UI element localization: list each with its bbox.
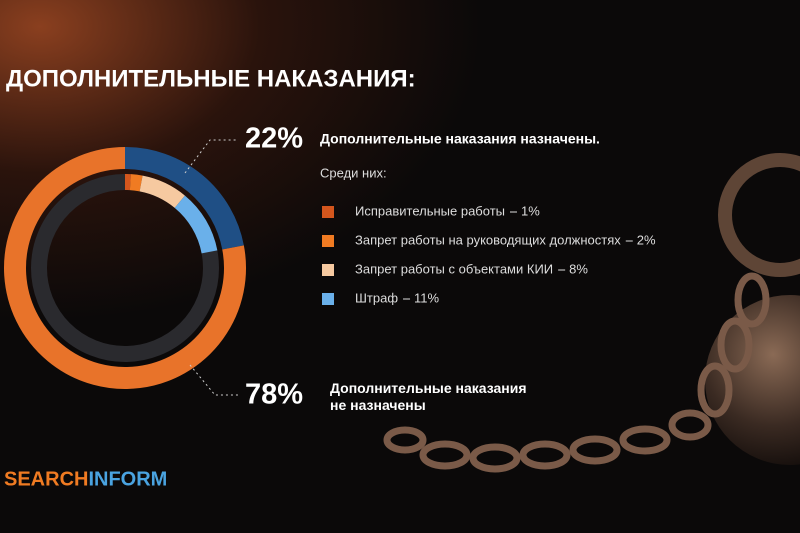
inner-segment <box>129 174 143 192</box>
legend-label: Штраф <box>355 290 398 305</box>
logo-part: INFORM <box>88 468 167 490</box>
inner-segment <box>139 175 185 209</box>
chart-title: ДОПОЛНИТЕЛЬНЫЕ НАКАЗАНИЯ: <box>6 65 416 92</box>
legend-swatch <box>322 293 334 305</box>
value-label: 22% <box>245 123 303 155</box>
legend-value: 2% <box>637 232 656 247</box>
legend-swatch <box>322 235 334 247</box>
legend-value: 11% <box>414 290 439 305</box>
category-label: Дополнительные наказания не назначены <box>330 380 527 413</box>
legend-swatch <box>322 264 334 276</box>
legend-label: Исправительные работы <box>355 203 505 218</box>
connector <box>184 139 238 174</box>
subtitle: Среди них: <box>320 165 387 180</box>
legend-label: Запрет работы с объектами КИИ <box>355 261 553 276</box>
outer-segment <box>124 147 244 250</box>
category-label-box: Дополнительные наказания не назначены <box>330 380 527 413</box>
legend-value: 1% <box>521 203 540 218</box>
logo-part: SEARCH <box>4 468 88 490</box>
chain-illustration <box>383 153 800 473</box>
legend-label: Запрет работы на руководящих должностях <box>355 232 621 247</box>
inner-segment <box>174 195 218 254</box>
legend: Исправительные работы 1% Запрет работы на … <box>322 203 656 305</box>
legend-value: 8% <box>569 261 588 276</box>
donut <box>4 147 246 389</box>
outer-segment <box>4 147 246 389</box>
value-label: 78% <box>245 379 303 411</box>
category-label: Дополнительные наказания назначены. <box>320 131 600 147</box>
legend-swatch <box>322 206 334 218</box>
